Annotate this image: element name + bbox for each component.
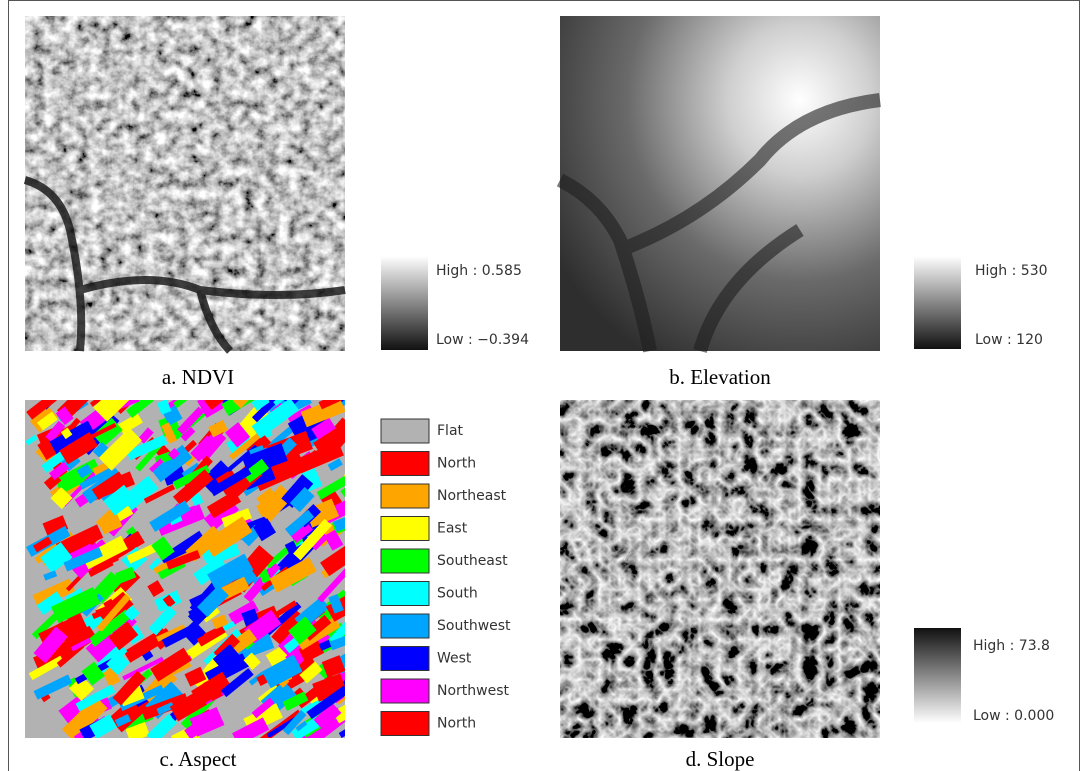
aspect-patch	[341, 583, 375, 617]
legend-low: Low : −0.394	[436, 332, 529, 348]
legend-label: Northwest	[437, 683, 510, 699]
legend-high: High : 73.8	[973, 638, 1050, 654]
legend-swatch	[381, 549, 429, 573]
legend-swatch	[381, 517, 429, 541]
caption: a. NDVI	[162, 365, 234, 389]
caption: c. Aspect	[160, 747, 237, 771]
legend-label: West	[437, 651, 472, 667]
legend-ramp	[381, 256, 428, 350]
legend-label: Southeast	[437, 553, 508, 569]
legend-label: Flat	[437, 423, 464, 439]
legend-swatch	[381, 712, 429, 736]
legend-text-clip: High : 0.585 Low : −0.394	[436, 263, 529, 348]
legend-label: Northeast	[437, 488, 507, 504]
figure: High : 0.585 Low : −0.394 a. NDVI High :…	[0, 0, 1088, 771]
legend-swatch	[381, 484, 429, 508]
legend-label: North	[437, 716, 476, 732]
ndvi-map	[25, 16, 345, 351]
legend-low: Low : 120	[975, 332, 1043, 348]
legend-swatch	[381, 452, 429, 476]
slope-map	[560, 400, 880, 738]
aspect-legend: Flat North Northeast East Southeast South Sout…	[381, 419, 511, 736]
aspect-patch	[344, 461, 379, 488]
legend-swatch	[381, 419, 429, 443]
legend-ramp	[914, 256, 961, 349]
legend-text-clip: High : 73.8 Low : 0.000	[973, 638, 1054, 724]
legend-high: High : 0.585	[436, 263, 522, 279]
legend-swatch	[381, 679, 429, 703]
caption: b. Elevation	[669, 365, 771, 389]
legend-low: Low : 0.000	[973, 708, 1054, 724]
legend-high: High : 530	[975, 263, 1048, 279]
legend-swatch	[381, 647, 429, 671]
legend-label: North	[437, 456, 476, 472]
legend-label: Southwest	[437, 618, 511, 634]
aspect-map	[25, 374, 381, 749]
caption: d. Slope	[686, 747, 755, 771]
legend-swatch	[381, 614, 429, 638]
legend-ramp	[914, 628, 961, 723]
legend-label: East	[437, 521, 468, 537]
legend-label: South	[437, 586, 478, 602]
legend-swatch	[381, 582, 429, 606]
